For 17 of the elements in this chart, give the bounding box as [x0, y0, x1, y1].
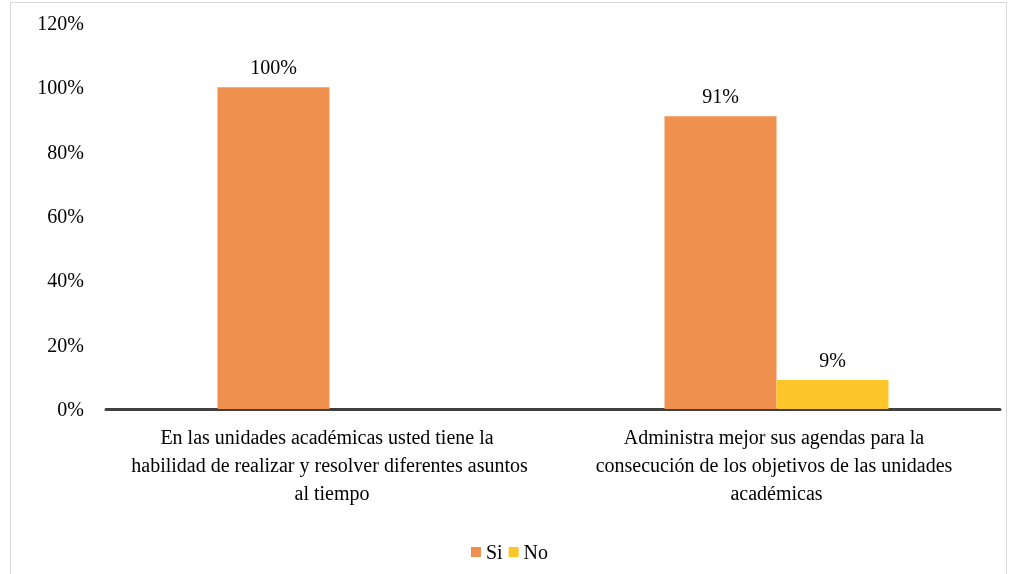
legend-label: No [523, 541, 549, 563]
y-tick-label: 60% [47, 205, 84, 227]
x-tick-label: En las unidades académicas usted tiene la habilidad de realizar y resolver diferentes asuntos al tiempo [131, 426, 528, 505]
data-label: 9% [819, 349, 846, 372]
legend-label: Si [485, 541, 504, 563]
y-tick-label: 40% [47, 269, 84, 292]
y-tick-label: 120% [37, 12, 84, 34]
bar [776, 380, 889, 409]
bar [217, 87, 330, 409]
y-tick-label: 20% [47, 333, 84, 356]
y-tick-label: 100% [37, 76, 84, 99]
data-label: 100% [250, 56, 297, 79]
data-label: 91% [702, 85, 739, 108]
y-tick-label: 80% [47, 140, 84, 163]
bar [664, 116, 777, 409]
y-tick-label: 0% [57, 398, 84, 420]
x-tick-label: Administra mejor sus agendas para la consecución de los objetivos de las unidades académicas [595, 426, 958, 504]
